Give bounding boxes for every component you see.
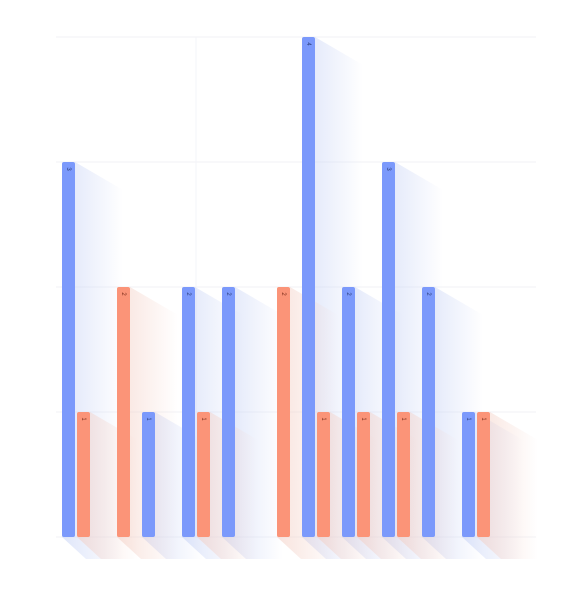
bar-series-1 [182, 287, 195, 537]
data-label: 3 [65, 167, 71, 171]
bar-series-2 [397, 412, 410, 537]
bar-series-1 [62, 162, 75, 537]
data-label: 1 [145, 417, 151, 421]
bar-series-2 [117, 287, 130, 537]
bars [62, 37, 490, 537]
bar-series-1 [342, 287, 355, 537]
bar-shadow [477, 412, 538, 559]
data-label: 2 [185, 292, 191, 296]
bar-series-1 [302, 37, 315, 537]
bar-series-2 [317, 412, 330, 537]
bar-series-2 [197, 412, 210, 537]
data-label: 1 [320, 417, 326, 421]
bar-series-1 [382, 162, 395, 537]
data-label: 4 [305, 42, 311, 46]
bar-series-2 [277, 287, 290, 537]
data-label: 1 [360, 417, 366, 421]
data-label: 1 [465, 417, 471, 421]
bar-series-1 [422, 287, 435, 537]
bar-series-2 [77, 412, 90, 537]
data-label: 1 [80, 417, 86, 421]
bar-series-2 [477, 412, 490, 537]
bar-series-1 [462, 412, 475, 537]
data-label: 2 [225, 292, 231, 296]
data-label: 1 [480, 417, 486, 421]
data-label: 2 [120, 292, 126, 296]
bar-series-1 [222, 287, 235, 537]
data-label: 2 [280, 292, 286, 296]
bar-series-2 [357, 412, 370, 537]
data-labels: 3 1 2 2 4 2 3 2 1 1 2 1 2 1 1 1 1 [65, 42, 486, 421]
data-label: 2 [345, 292, 351, 296]
bar-series-1 [142, 412, 155, 537]
data-label: 3 [385, 167, 391, 171]
data-label: 1 [200, 417, 206, 421]
data-label: 1 [400, 417, 406, 421]
data-label: 2 [425, 292, 431, 296]
